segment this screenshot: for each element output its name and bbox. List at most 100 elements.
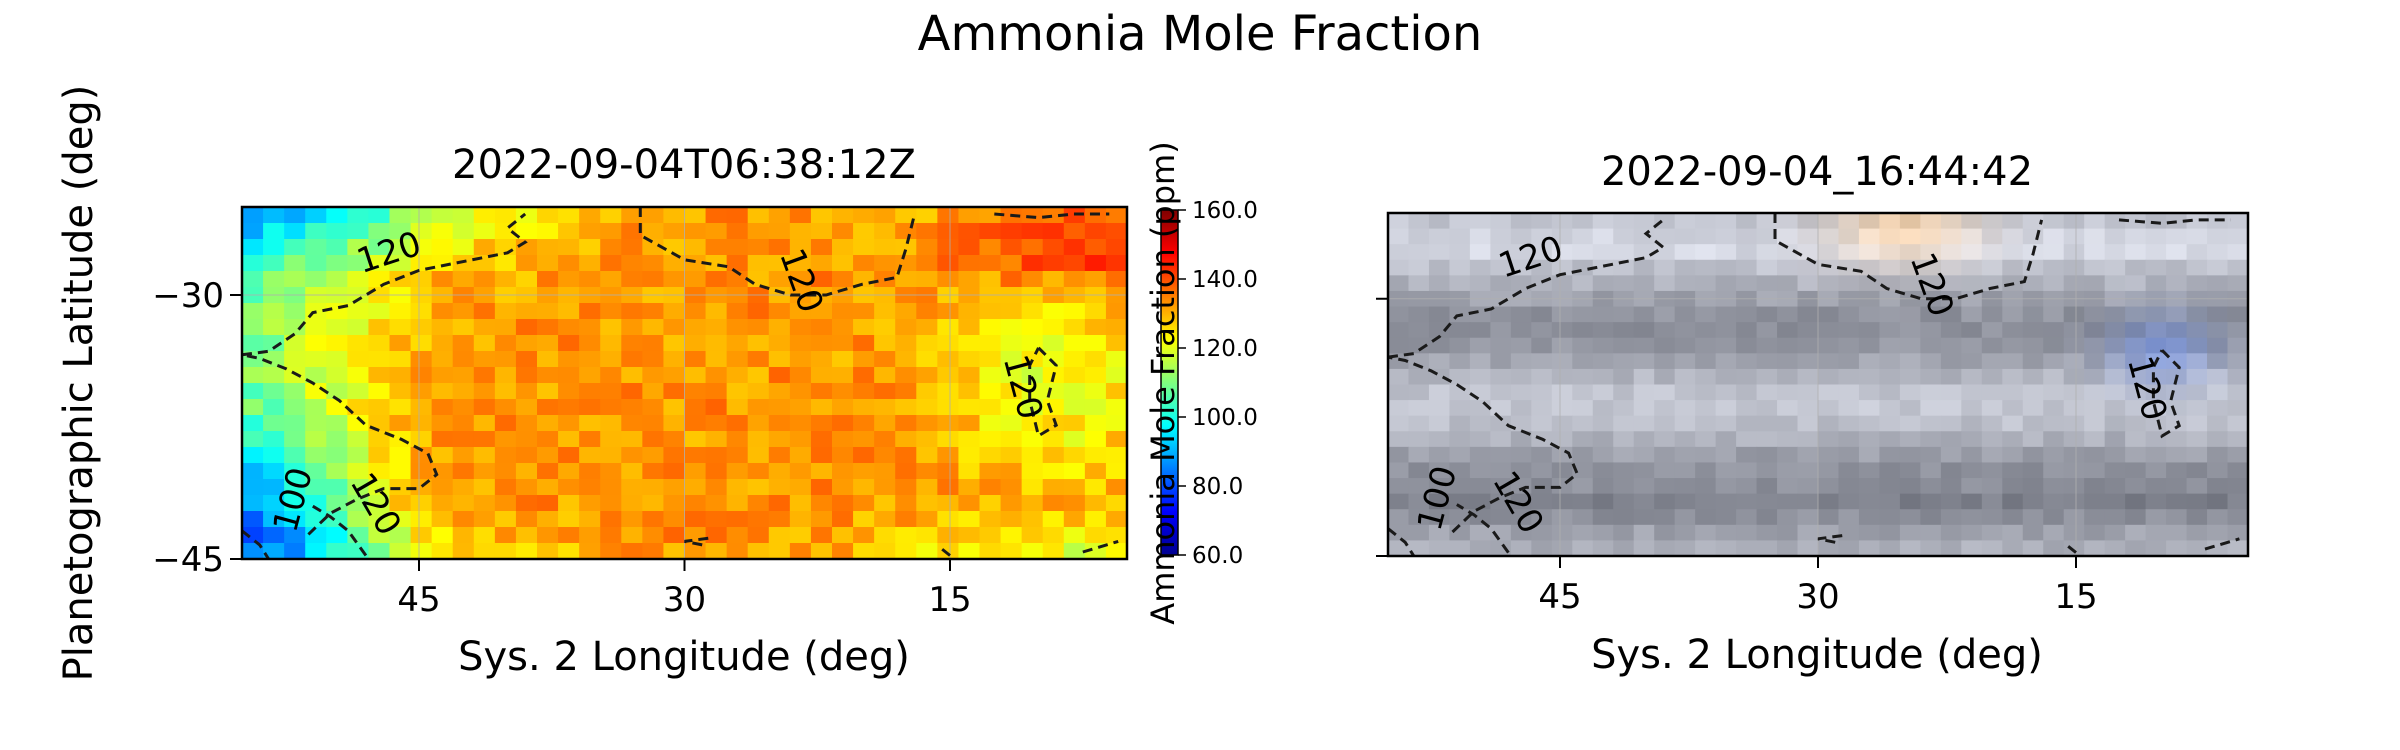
image-cell — [1654, 509, 1676, 526]
heatmap-cell — [284, 399, 306, 416]
heatmap-cell — [705, 511, 728, 528]
image-cell — [1797, 400, 1819, 417]
image-cell — [1469, 462, 1491, 479]
heatmap-cell — [747, 479, 770, 496]
image-cell — [1674, 353, 1696, 370]
heatmap-cell — [1021, 543, 1044, 559]
image-cell — [2207, 368, 2229, 386]
image-cell — [2104, 509, 2126, 526]
image-cell — [1899, 462, 1921, 479]
heatmap-cell — [726, 463, 749, 480]
heatmap-cell — [1042, 255, 1065, 272]
image-cell — [1981, 244, 2003, 261]
heatmap-cell — [537, 383, 559, 400]
image-cell — [1551, 306, 1573, 323]
heatmap-cell — [537, 463, 559, 480]
heatmap-cell — [768, 223, 791, 240]
image-cell — [1961, 259, 1983, 276]
image-cell — [1633, 228, 1655, 245]
heatmap-cell — [410, 351, 433, 368]
image-cell — [1858, 337, 1881, 354]
heatmap-cell — [600, 463, 622, 480]
image-cell — [2186, 431, 2208, 448]
image-cell — [1695, 478, 1717, 495]
heatmap-cell — [663, 511, 686, 528]
image-cell — [1592, 524, 1614, 542]
image-cell — [1797, 462, 1819, 479]
image-cell — [1674, 431, 1696, 448]
heatmap-cell — [1021, 223, 1044, 240]
heatmap-cell — [242, 399, 264, 416]
heatmap-cell — [1063, 543, 1086, 559]
image-cell — [2104, 259, 2126, 276]
heatmap-cell — [937, 479, 960, 496]
image-cell — [1920, 244, 1942, 261]
heatmap-cell — [789, 463, 812, 480]
image-cell — [1490, 384, 1512, 401]
heatmap-cell — [621, 431, 643, 448]
image-cell — [1797, 446, 1819, 464]
image-cell — [2022, 400, 2044, 417]
image-cell — [2063, 228, 2085, 245]
image-cell — [1981, 446, 2003, 464]
heatmap-cell — [600, 319, 622, 336]
heatmap-cell — [642, 335, 665, 352]
heatmap-cell — [832, 511, 854, 528]
image-cell — [1592, 384, 1614, 401]
image-cell — [1654, 400, 1676, 417]
heatmap-cell — [747, 255, 770, 272]
image-cell — [1490, 446, 1512, 464]
heatmap-cell — [768, 367, 791, 384]
image-cell — [2002, 353, 2024, 370]
image-cell — [1899, 431, 1921, 448]
image-cell — [1981, 368, 2003, 386]
heatmap-cell — [810, 431, 833, 448]
heatmap-cell — [515, 255, 538, 272]
image-cell — [1756, 524, 1778, 542]
image-cell — [1551, 509, 1573, 526]
heatmap-cell — [284, 351, 306, 368]
image-cell — [1838, 337, 1860, 354]
image-cell — [1572, 213, 1594, 230]
heatmap-cell — [747, 303, 770, 320]
image-cell — [2145, 462, 2167, 479]
heatmap-cell — [958, 351, 981, 368]
image-cell — [1592, 400, 1614, 417]
heatmap-cell — [810, 207, 833, 224]
heatmap-cell — [1063, 271, 1086, 288]
heatmap-cell — [284, 223, 306, 240]
heatmap-cell — [642, 271, 665, 288]
heatmap-cell — [832, 447, 854, 464]
heatmap-cell — [958, 431, 981, 448]
image-cell — [1879, 368, 1901, 386]
heatmap-cell — [600, 415, 622, 432]
image-cell — [1879, 509, 1901, 526]
image-cell — [1592, 431, 1614, 448]
heatmap-cell — [326, 543, 348, 559]
image-cell — [1777, 462, 1799, 479]
image-cell — [1469, 493, 1491, 510]
heatmap-cell — [810, 239, 833, 256]
contour-line — [994, 212, 1110, 220]
heatmap-cell — [705, 335, 728, 352]
heatmap-cell — [958, 479, 981, 496]
image-cell — [1736, 509, 1758, 526]
heatmap-cell — [916, 447, 938, 464]
image-cell — [2125, 244, 2147, 261]
heatmap-cell — [642, 463, 665, 480]
heatmap-cell — [1021, 463, 1044, 480]
heatmap-cell — [494, 367, 517, 384]
heatmap-cell — [242, 319, 264, 336]
image-cell — [2125, 228, 2147, 245]
heatmap-cell — [1063, 383, 1086, 400]
image-cell — [2043, 228, 2065, 245]
heatmap-cell — [431, 415, 454, 432]
image-cell — [1736, 337, 1758, 354]
contour-line — [1817, 533, 1844, 544]
heatmap-cell — [537, 527, 559, 544]
heatmap-cell — [326, 511, 348, 528]
image-cell — [2002, 431, 2024, 448]
image-cell — [1879, 431, 1901, 448]
heatmap-cell — [874, 303, 896, 320]
heatmap-cell — [284, 271, 306, 288]
